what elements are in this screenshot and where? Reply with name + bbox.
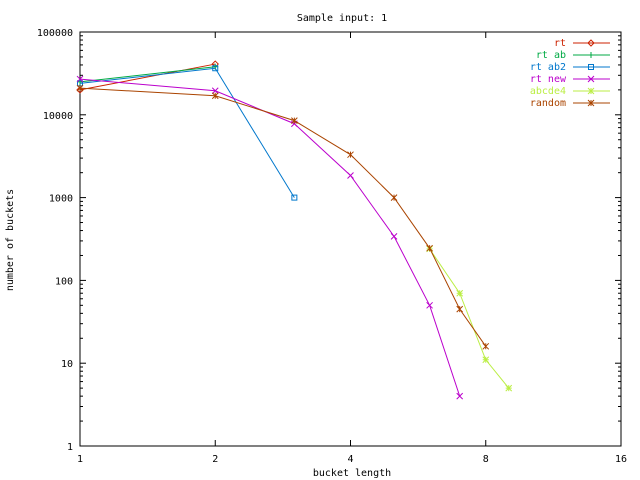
x-axis-label: bucket length	[313, 468, 391, 479]
legend-item: rt new	[530, 74, 610, 85]
legend-item: random	[530, 98, 610, 109]
data-point	[347, 151, 354, 159]
data-point	[482, 342, 490, 350]
chart-title: Sample input: 1	[297, 13, 387, 24]
x-tick-label: 2	[212, 454, 218, 465]
data-point	[390, 233, 398, 240]
series-line	[429, 248, 510, 389]
legend-label: rt ab	[536, 50, 566, 61]
data-point	[426, 301, 433, 309]
legend-item: rt ab	[536, 50, 610, 61]
data-point	[588, 52, 594, 58]
series-random	[76, 84, 490, 350]
legend-label: abcde4	[530, 86, 566, 97]
series-line	[79, 87, 487, 347]
series-rt-new	[76, 75, 464, 400]
data-point	[212, 65, 219, 72]
x-tick-label: 8	[483, 454, 489, 465]
series-line	[79, 67, 295, 198]
data-point	[587, 39, 595, 47]
y-tick-label: 10	[61, 359, 73, 370]
data-point	[505, 384, 513, 392]
axis-ticks: 1 10 100 1000 10000 100000 1 2 4 8 16	[37, 28, 627, 465]
y-tick-label: 1000	[49, 194, 73, 205]
series-line	[79, 66, 216, 83]
legend-label: rt ab2	[530, 62, 566, 73]
series-layer	[76, 60, 513, 400]
y-tick-label: 100	[55, 276, 73, 287]
data-point	[390, 194, 398, 201]
data-point	[456, 289, 464, 297]
data-point	[482, 356, 490, 364]
legend-item: rt ab2	[530, 62, 610, 73]
data-point	[76, 75, 84, 83]
data-point	[211, 87, 219, 95]
series-rt	[76, 60, 219, 94]
data-point	[76, 86, 84, 94]
legend-item: rt	[554, 38, 610, 49]
data-point	[588, 64, 594, 70]
legend-label: random	[530, 98, 566, 109]
x-tick-label: 1	[77, 454, 83, 465]
data-point	[456, 392, 464, 400]
x-tick-label: 4	[347, 454, 353, 465]
x-tick-label: 16	[615, 454, 627, 465]
legend-item: abcde4	[530, 86, 610, 97]
legend-label: rt	[554, 38, 566, 49]
data-point	[456, 305, 464, 313]
data-point	[291, 117, 298, 124]
series-line	[79, 63, 216, 91]
y-tick-label: 1	[67, 442, 73, 453]
data-point	[347, 172, 354, 179]
data-point	[426, 244, 433, 252]
data-point	[211, 92, 219, 100]
data-point	[587, 87, 595, 95]
data-point	[291, 194, 298, 201]
legend-label: rt new	[530, 74, 567, 85]
data-point	[76, 84, 84, 92]
data-point	[587, 99, 595, 107]
series-rt-ab2	[77, 65, 298, 201]
series-line	[79, 78, 461, 397]
data-point	[587, 75, 595, 83]
y-axis-label: number of buckets	[5, 189, 16, 291]
y-tick-label: 10000	[43, 111, 73, 122]
y-tick-label: 100000	[37, 28, 73, 39]
